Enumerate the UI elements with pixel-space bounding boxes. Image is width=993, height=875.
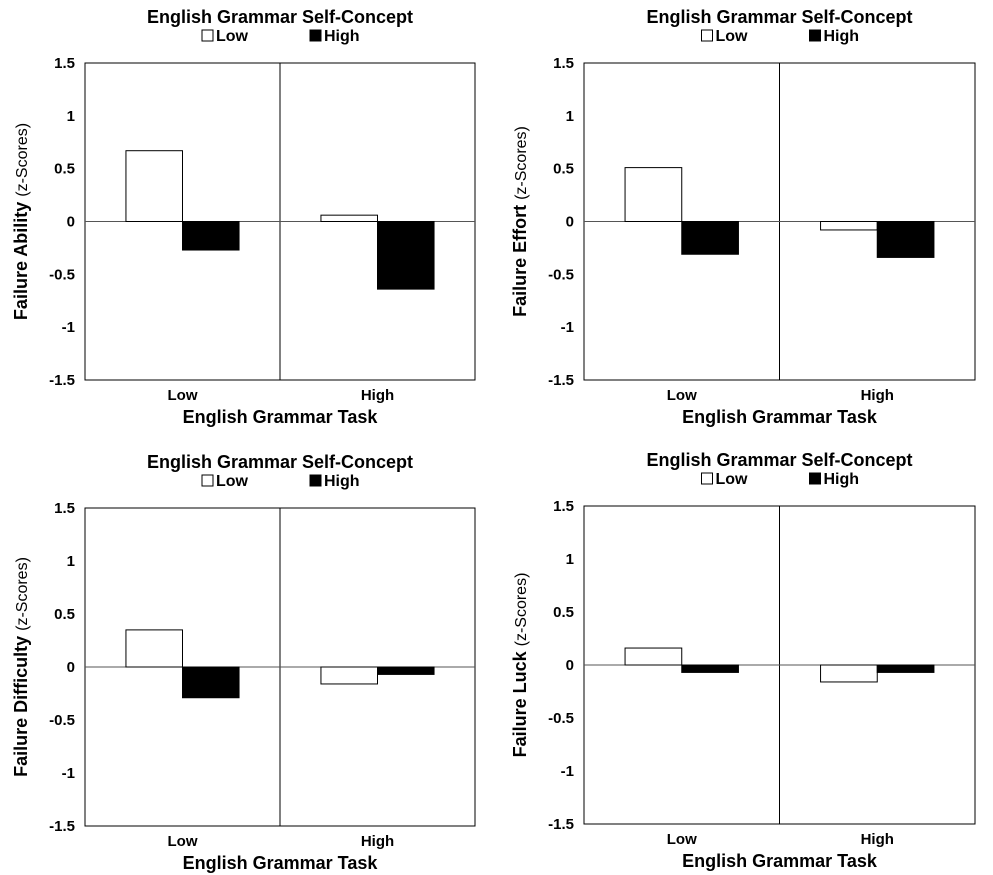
y-tick-label: 0.5: [553, 604, 574, 621]
y-tick-label: 0: [67, 659, 75, 676]
y-tick-label: 1: [566, 551, 574, 568]
legend-label-low: Low: [216, 473, 249, 490]
chart-failure-effort: English Grammar Self-Concept Low High 1.5 1 0…: [497, 0, 993, 437]
y-axis-label-unit: (z-Scores): [14, 557, 31, 631]
legend-label-low: Low: [716, 471, 749, 488]
y-tick-label: 1: [67, 108, 75, 125]
chart-failure-luck: English Grammar Self-Concept Low High 1.5 1 0…: [497, 438, 993, 875]
y-axis-label-main: Failure Effort: [510, 205, 530, 317]
legend-label-low: Low: [216, 28, 249, 45]
chart-title: English Grammar Self-Concept: [147, 7, 413, 27]
legend-swatch-high: [309, 29, 322, 42]
legend-swatch-low: [701, 29, 713, 42]
y-tick-label: 1.5: [54, 500, 75, 517]
bar-high-high: [377, 221, 435, 290]
y-tick-label: -0.5: [49, 712, 75, 729]
bar-low-high: [681, 664, 739, 673]
y-tick-label: 0: [67, 214, 75, 231]
bar-low-high: [681, 221, 739, 255]
y-tick-label: 1.5: [553, 55, 574, 72]
bar-low-low: [125, 150, 183, 223]
y-tick-label: 0: [566, 657, 574, 674]
y-axis-label-main: Failure Ability: [11, 202, 31, 320]
y-tick-label: 0.5: [553, 161, 574, 178]
y-tick-label: 1.5: [553, 498, 574, 515]
legend-swatch-high: [309, 474, 322, 487]
bar-high-low: [320, 666, 379, 685]
y-tick-label: -1: [62, 765, 75, 782]
bar-low-high: [182, 221, 240, 251]
bar-high-low: [320, 214, 379, 223]
y-tick-label: 0.5: [54, 161, 75, 178]
bar-high-low: [820, 221, 878, 231]
y-tick-label: 0: [566, 214, 574, 231]
chart-title: English Grammar Self-Concept: [147, 452, 413, 472]
legend-label-high: High: [324, 473, 360, 490]
y-axis-label: Failure Ability (z-Scores): [11, 123, 31, 320]
x-axis-label: English Grammar Task: [682, 407, 878, 427]
y-tick-label: -1: [561, 319, 574, 336]
bar-high-high: [876, 664, 935, 673]
x-tick-label: Low: [168, 833, 198, 850]
x-tick-label: High: [861, 831, 894, 848]
y-axis-label: Failure Effort (z-Scores): [510, 126, 530, 317]
x-axis-label: English Grammar Task: [682, 851, 878, 871]
y-tick-label: -1.5: [548, 372, 574, 389]
y-tick-label: 1: [67, 553, 75, 570]
y-axis-label-unit: (z-Scores): [513, 573, 530, 647]
bar-high-low: [820, 664, 878, 683]
legend-swatch-high: [809, 472, 821, 485]
x-tick-label: Low: [667, 831, 697, 848]
bar-high-high: [876, 221, 935, 258]
chart-failure-difficulty: English Grammar Self-Concept Low High 1.5 1 0…: [0, 438, 496, 875]
chart-failure-ability: English Grammar Self-Concept Low High 1.5 1 0…: [0, 0, 496, 437]
x-tick-label: Low: [667, 387, 697, 404]
x-tick-label: High: [361, 387, 394, 404]
y-axis-label-unit: (z-Scores): [513, 126, 530, 200]
x-axis-label: English Grammar Task: [183, 407, 379, 427]
legend-label-high: High: [824, 28, 860, 45]
chart-title: English Grammar Self-Concept: [646, 450, 912, 470]
y-axis-label-main: Failure Difficulty: [11, 636, 31, 777]
legend-label-high: High: [824, 471, 860, 488]
x-tick-label: High: [861, 387, 894, 404]
chart-title: English Grammar Self-Concept: [646, 7, 912, 27]
x-axis-label: English Grammar Task: [183, 853, 379, 873]
y-tick-label: -1.5: [49, 372, 75, 389]
x-tick-label: Low: [168, 387, 198, 404]
bar-low-low: [624, 167, 683, 222]
y-tick-label: 1: [566, 108, 574, 125]
y-tick-label: -1.5: [49, 818, 75, 835]
y-tick-label: -1: [62, 319, 75, 336]
bar-low-low: [125, 629, 183, 668]
y-tick-label: 1.5: [54, 55, 75, 72]
y-tick-label: -0.5: [548, 266, 574, 283]
y-axis-label-main: Failure Luck: [510, 650, 530, 757]
y-tick-label: -1.5: [548, 816, 574, 833]
legend-swatch-high: [809, 29, 821, 42]
bar-high-high: [377, 666, 435, 675]
y-tick-label: -0.5: [548, 710, 574, 727]
legend-swatch-low: [201, 474, 214, 487]
legend-label-high: High: [324, 28, 360, 45]
y-tick-label: 0.5: [54, 606, 75, 623]
bar-low-low: [624, 647, 683, 666]
x-tick-label: High: [361, 833, 394, 850]
y-axis-label: Failure Difficulty (z-Scores): [11, 557, 31, 777]
legend-swatch-low: [201, 29, 214, 42]
legend-label-low: Low: [716, 28, 749, 45]
y-tick-label: -0.5: [49, 266, 75, 283]
bar-low-high: [182, 666, 240, 699]
y-axis-label-unit: (z-Scores): [14, 123, 31, 197]
y-tick-label: -1: [561, 763, 574, 780]
legend-swatch-low: [701, 472, 713, 485]
y-axis-label: Failure Luck (z-Scores): [510, 573, 530, 758]
